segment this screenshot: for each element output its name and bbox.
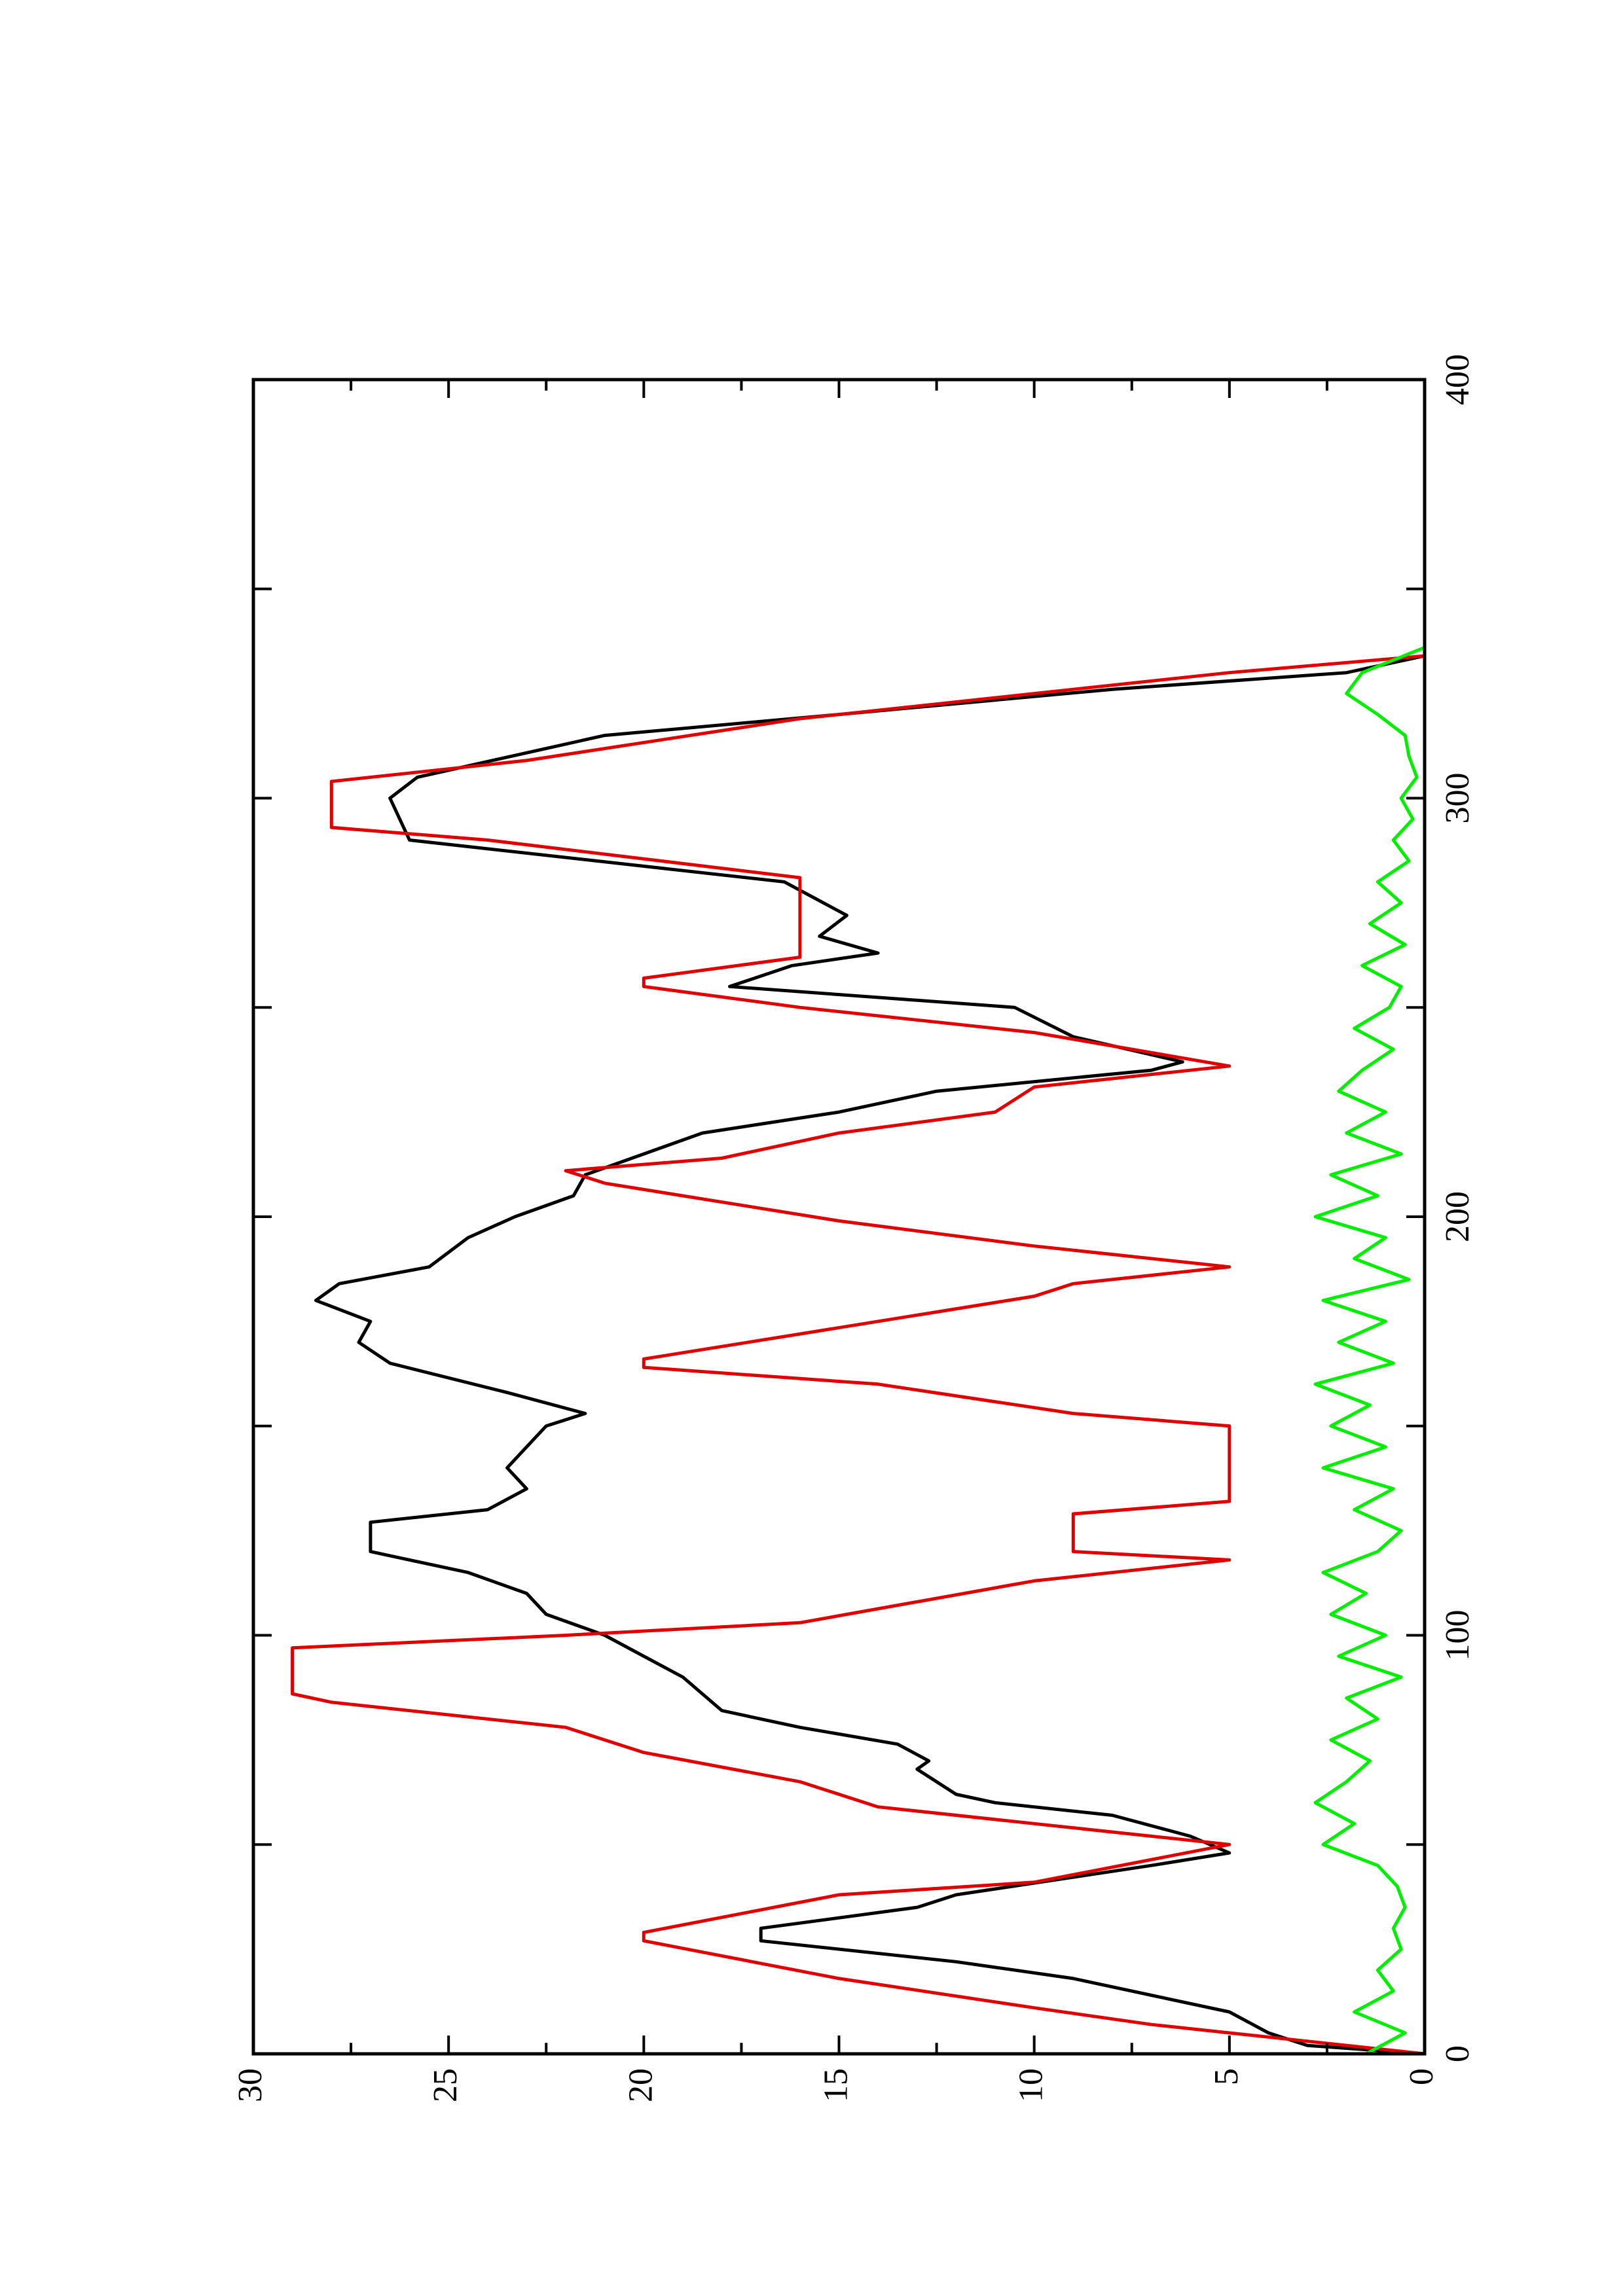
y-tick-label: 20 xyxy=(622,2068,659,2102)
data-line xyxy=(314,654,1425,2056)
y-tick-label: 10 xyxy=(1013,2068,1050,2102)
y-tick-label: 5 xyxy=(1208,2068,1245,2085)
x-tick-label: 300 xyxy=(1439,773,1476,824)
y-tick-label: 0 xyxy=(1403,2068,1440,2085)
x-tick-label: 400 xyxy=(1439,354,1476,405)
y-tick-label: 15 xyxy=(817,2068,854,2102)
data-line xyxy=(1313,645,1425,2056)
data-line xyxy=(291,654,1425,2056)
y-tick-label: 25 xyxy=(427,2068,464,2102)
plot-frame xyxy=(251,378,1427,2056)
x-tick-label: 200 xyxy=(1439,1191,1476,1242)
plot-area: 0 100 200 300 400 0 5 10 15 20 25 30 xyxy=(232,354,1476,2102)
y-tick-label: 30 xyxy=(232,2068,269,2102)
x-tick-label: 100 xyxy=(1439,1610,1476,1661)
x-tick-label: 0 xyxy=(1439,2045,1476,2062)
